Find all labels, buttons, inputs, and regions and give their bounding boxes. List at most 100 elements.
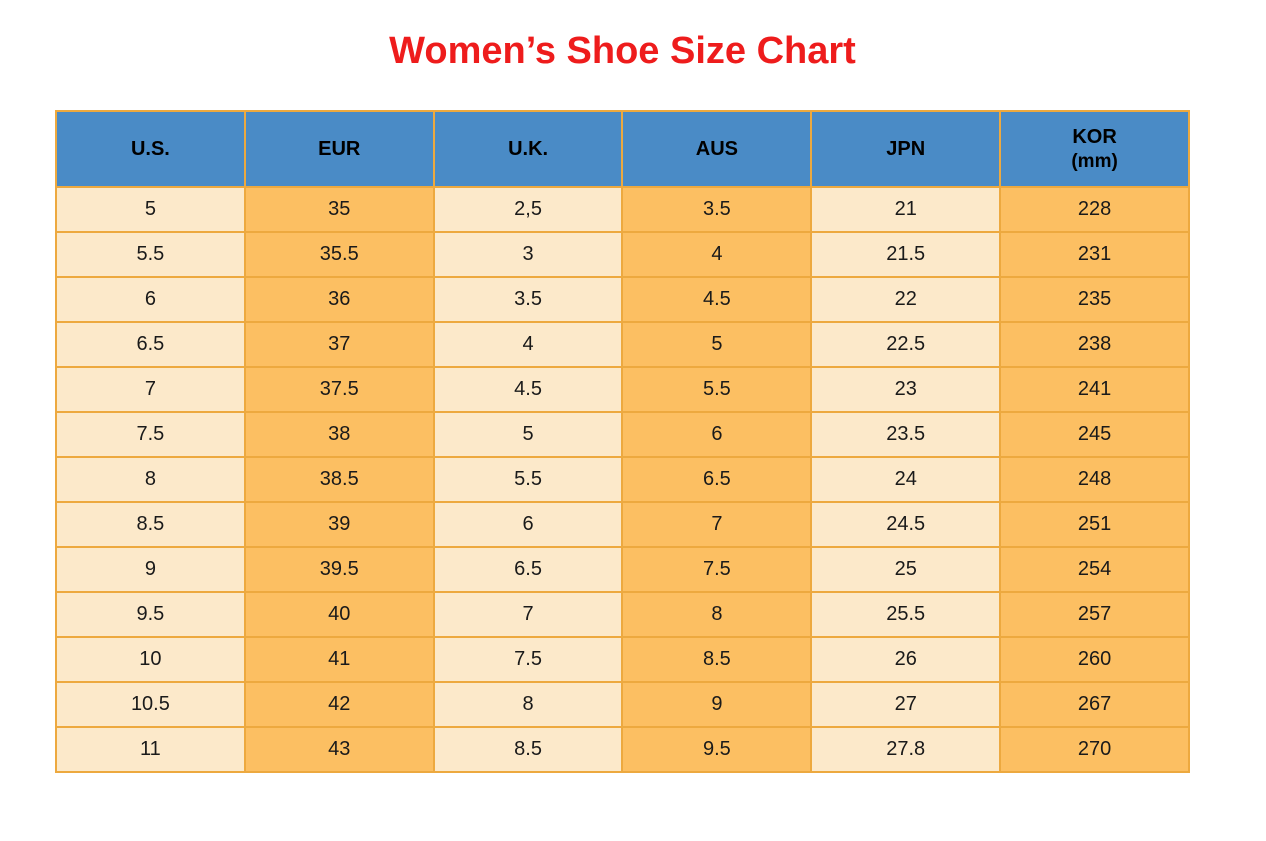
table-row: 8.5 39 6 7 24.5 251 xyxy=(55,501,1190,548)
cell-jpn: 25 xyxy=(810,546,1002,593)
cell-us: 10.5 xyxy=(55,681,246,728)
cell-jpn: 23 xyxy=(810,366,1002,413)
table-row: 10 41 7.5 8.5 26 260 xyxy=(55,636,1190,683)
cell-aus: 5 xyxy=(621,321,813,368)
cell-kor: 257 xyxy=(999,591,1190,638)
table-row: 9 39.5 6.5 7.5 25 254 xyxy=(55,546,1190,593)
cell-uk: 5.5 xyxy=(432,456,624,503)
cell-kor: 270 xyxy=(999,726,1190,773)
cell-uk: 3.5 xyxy=(432,276,624,323)
column-header-uk: U.K. xyxy=(432,110,624,188)
cell-jpn: 21.5 xyxy=(810,231,1002,278)
table-row: 7.5 38 5 6 23.5 245 xyxy=(55,411,1190,458)
cell-jpn: 21 xyxy=(810,186,1002,233)
cell-us: 8.5 xyxy=(55,501,246,548)
cell-us: 9.5 xyxy=(55,591,246,638)
cell-eur: 38 xyxy=(243,411,435,458)
cell-us: 6 xyxy=(55,276,246,323)
cell-eur: 41 xyxy=(243,636,435,683)
table-body: 5 35 2,5 3.5 21 228 5.5 35.5 3 4 21.5 231 6 36 3.5 4.5 2… xyxy=(55,186,1190,773)
cell-eur: 35.5 xyxy=(243,231,435,278)
cell-us: 5.5 xyxy=(55,231,246,278)
cell-jpn: 24.5 xyxy=(810,501,1002,548)
cell-aus: 4.5 xyxy=(621,276,813,323)
column-header-label: KOR xyxy=(1072,125,1117,148)
cell-aus: 3.5 xyxy=(621,186,813,233)
cell-us: 7 xyxy=(55,366,246,413)
page-title: Women’s Shoe Size Chart xyxy=(389,30,856,72)
column-header-label: JPN xyxy=(886,137,926,160)
cell-eur: 35 xyxy=(243,186,435,233)
cell-us: 11 xyxy=(55,726,246,773)
cell-jpn: 25.5 xyxy=(810,591,1002,638)
cell-uk: 6.5 xyxy=(432,546,624,593)
cell-jpn: 22 xyxy=(810,276,1002,323)
column-header-label: U.K. xyxy=(508,137,549,160)
cell-uk: 5 xyxy=(432,411,624,458)
table-row: 5 35 2,5 3.5 21 228 xyxy=(55,186,1190,233)
cell-eur: 37.5 xyxy=(243,366,435,413)
cell-us: 9 xyxy=(55,546,246,593)
column-header-label: EUR xyxy=(318,137,361,160)
cell-jpn: 27 xyxy=(810,681,1002,728)
table-header-row: U.S. EUR U.K. AUS JPN KOR (mm) xyxy=(55,110,1190,188)
cell-jpn: 23.5 xyxy=(810,411,1002,458)
cell-uk: 8 xyxy=(432,681,624,728)
table-row: 10.5 42 8 9 27 267 xyxy=(55,681,1190,728)
cell-aus: 5.5 xyxy=(621,366,813,413)
table-row: 6 36 3.5 4.5 22 235 xyxy=(55,276,1190,323)
cell-aus: 9 xyxy=(621,681,813,728)
cell-kor: 235 xyxy=(999,276,1190,323)
table-row: 9.5 40 7 8 25.5 257 xyxy=(55,591,1190,638)
cell-us: 7.5 xyxy=(55,411,246,458)
cell-uk: 3 xyxy=(432,231,624,278)
cell-eur: 42 xyxy=(243,681,435,728)
cell-aus: 6 xyxy=(621,411,813,458)
cell-jpn: 27.8 xyxy=(810,726,1002,773)
cell-jpn: 26 xyxy=(810,636,1002,683)
table-row: 5.5 35.5 3 4 21.5 231 xyxy=(55,231,1190,278)
table-row: 8 38.5 5.5 6.5 24 248 xyxy=(55,456,1190,503)
cell-uk: 2,5 xyxy=(432,186,624,233)
table-header: U.S. EUR U.K. AUS JPN KOR (mm) xyxy=(55,110,1190,188)
cell-kor: 228 xyxy=(999,186,1190,233)
column-header-label: U.S. xyxy=(130,137,170,160)
cell-kor: 241 xyxy=(999,366,1190,413)
cell-kor: 267 xyxy=(999,681,1190,728)
cell-eur: 43 xyxy=(243,726,435,773)
column-header-jpn: JPN xyxy=(810,110,1002,188)
cell-kor: 231 xyxy=(999,231,1190,278)
table-row: 11 43 8.5 9.5 27.8 270 xyxy=(55,726,1190,773)
column-header-kor: KOR (mm) xyxy=(999,110,1190,188)
table-row: 7 37.5 4.5 5.5 23 241 xyxy=(55,366,1190,413)
cell-aus: 7.5 xyxy=(621,546,813,593)
column-header-us: U.S. xyxy=(55,110,246,188)
column-header-label: AUS xyxy=(695,137,739,160)
cell-us: 5 xyxy=(55,186,246,233)
cell-eur: 37 xyxy=(243,321,435,368)
cell-us: 8 xyxy=(55,456,246,503)
cell-aus: 6.5 xyxy=(621,456,813,503)
cell-kor: 238 xyxy=(999,321,1190,368)
cell-kor: 245 xyxy=(999,411,1190,458)
cell-eur: 38.5 xyxy=(243,456,435,503)
column-header-eur: EUR xyxy=(243,110,435,188)
cell-uk: 6 xyxy=(432,501,624,548)
cell-aus: 7 xyxy=(621,501,813,548)
cell-aus: 8 xyxy=(621,591,813,638)
cell-jpn: 22.5 xyxy=(810,321,1002,368)
cell-eur: 36 xyxy=(243,276,435,323)
cell-us: 6.5 xyxy=(55,321,246,368)
column-header-sublabel: (mm) xyxy=(1071,150,1118,172)
table-row: 6.5 37 4 5 22.5 238 xyxy=(55,321,1190,368)
cell-uk: 8.5 xyxy=(432,726,624,773)
cell-eur: 39.5 xyxy=(243,546,435,593)
cell-aus: 9.5 xyxy=(621,726,813,773)
column-header-aus: AUS xyxy=(621,110,813,188)
cell-eur: 40 xyxy=(243,591,435,638)
cell-kor: 254 xyxy=(999,546,1190,593)
cell-uk: 7 xyxy=(432,591,624,638)
cell-uk: 4 xyxy=(432,321,624,368)
cell-uk: 4.5 xyxy=(432,366,624,413)
